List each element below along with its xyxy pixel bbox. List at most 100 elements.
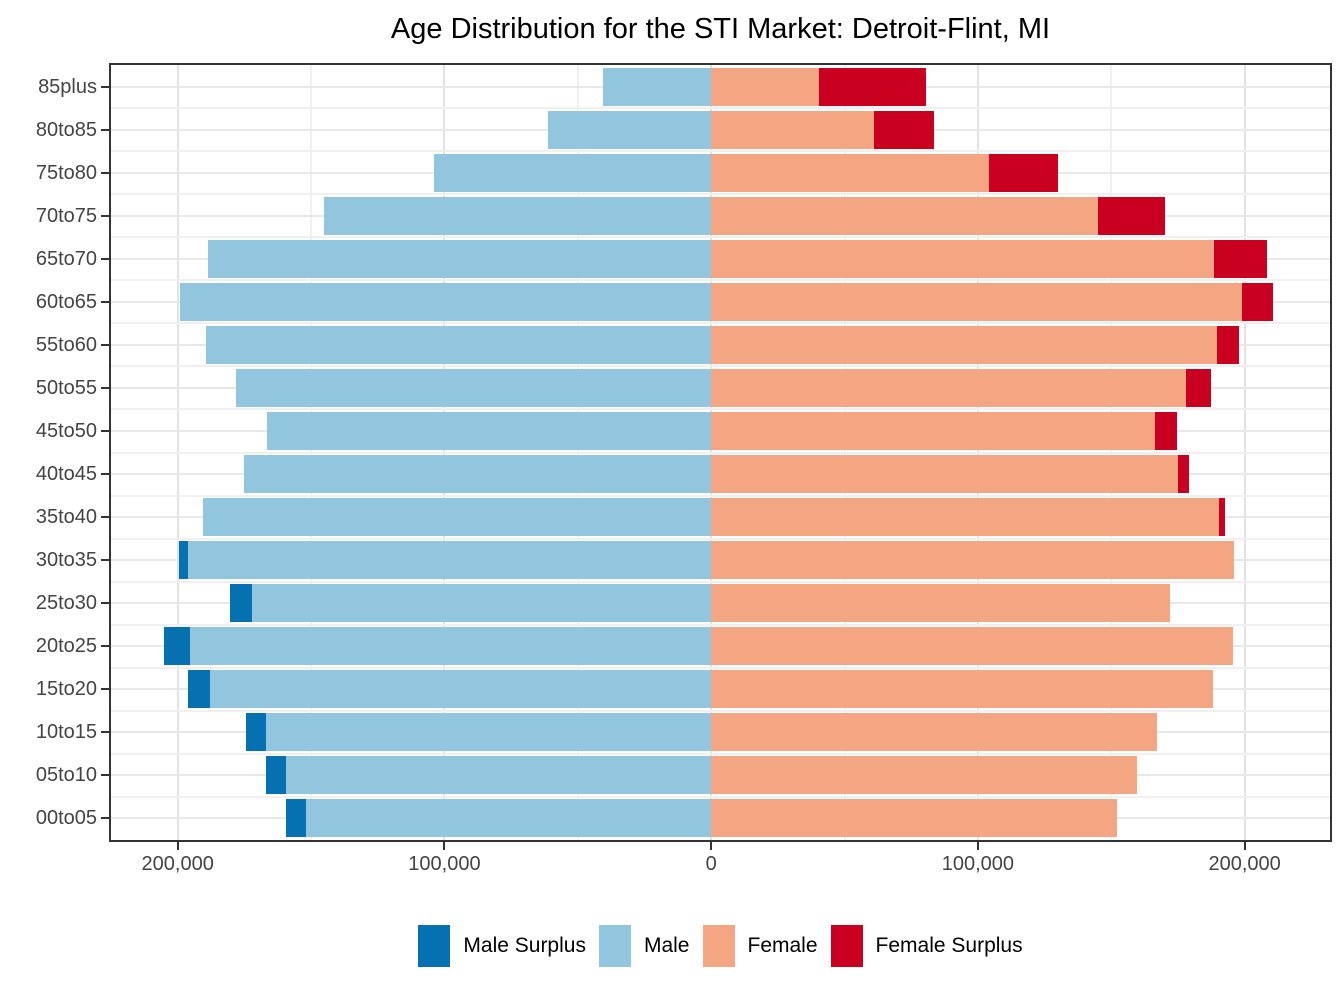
bar-male-surplus-25to30 [229,584,253,623]
bar-female-surplus-35to40 [1219,498,1225,537]
gridline-y-minor [111,365,1330,368]
gridline-y-minor [111,666,1330,669]
gridline-y-minor [111,795,1330,798]
y-axis-tick [101,171,109,174]
bar-male-70to75 [324,196,712,235]
bar-male-15to20 [209,670,712,709]
x-axis-tick [976,842,979,850]
y-axis-label: 35to40 [35,506,97,529]
bar-male-surplus-10to15 [245,713,266,752]
gridline-y-minor [111,709,1330,712]
legend-item-female: Female [702,925,818,967]
y-axis-label: 10to15 [35,721,97,744]
bar-female-25to30 [711,584,1170,623]
y-axis-label: 30to35 [35,549,97,572]
bar-female-surplus-65to70 [1213,239,1268,278]
legend-label-male: Male [643,934,690,957]
y-axis-tick [101,85,109,88]
bar-female-70to75 [711,196,1098,235]
gridline-y-minor [111,623,1330,626]
bar-male-55to60 [205,325,712,364]
y-axis-label: 00to05 [35,807,97,830]
legend-label-male_surplus: Male Surplus [463,934,586,957]
bar-female-00to05 [711,799,1117,838]
y-axis-tick [101,559,109,562]
plot-panel [111,65,1330,840]
gridline-y-minor [111,408,1330,411]
gridline-y-minor [111,580,1330,583]
bar-female-surplus-80to85 [873,110,934,149]
gridline-y-minor [111,322,1330,325]
bar-female-05to10 [711,756,1137,795]
y-axis-tick [101,731,109,734]
y-axis-tick [101,214,109,217]
bar-male-25to30 [252,584,712,623]
gridline-y-minor [111,107,1330,110]
bar-female-10to15 [711,713,1157,752]
y-axis-label: 65to70 [35,247,97,270]
y-axis-tick [101,128,109,131]
bar-female-50to55 [711,368,1186,407]
bar-female-20to25 [711,627,1233,666]
x-axis-label: 100,000 [941,853,1015,875]
bar-male-80to85 [548,110,712,149]
y-axis-label: 40to45 [35,463,97,486]
bar-female-55to60 [711,325,1217,364]
y-axis-label: 80to85 [35,118,97,141]
bar-male-10to15 [265,713,712,752]
y-axis-label: 75to80 [35,161,97,184]
bar-female-45to50 [711,411,1156,450]
bar-male-60to65 [180,282,712,321]
y-axis-label: 70to75 [35,204,97,227]
y-axis-tick [101,602,109,605]
gridline-y-minor [111,193,1330,196]
bar-female-surplus-75to80 [988,153,1058,192]
bar-male-surplus-15to20 [188,670,210,709]
bar-male-65to70 [208,239,712,278]
y-axis-tick [101,257,109,260]
x-axis-tick [1243,842,1246,850]
legend: Male Surplus Male Female Female Surplus [111,925,1330,967]
bar-male-30to35 [188,541,712,580]
x-axis-tick [443,842,446,850]
bar-male-surplus-05to10 [265,756,286,795]
y-axis-tick [101,774,109,777]
bar-male-surplus-30to35 [179,541,189,580]
gridline-y-minor [111,752,1330,755]
bar-female-15to20 [711,670,1213,709]
gridline-y-minor [111,150,1330,153]
bar-female-surplus-50to55 [1185,368,1212,407]
legend-item-male: Male [598,925,690,967]
bar-female-30to35 [711,541,1234,580]
bar-female-surplus-45to50 [1155,411,1177,450]
bar-female-surplus-85plus [819,67,926,106]
legend-label-female_surplus: Female Surplus [875,934,1023,957]
bar-male-surplus-00to05 [285,799,306,838]
y-axis-label: 55to60 [35,333,97,356]
y-axis-label: 15to20 [35,678,97,701]
y-axis-tick [101,817,109,820]
y-axis-label: 60to65 [35,290,97,313]
bar-male-surplus-20to25 [164,627,190,666]
bar-male-75to80 [433,153,712,192]
gridline-y-minor [111,537,1330,540]
x-axis-label: 200,000 [1208,853,1281,875]
bar-female-75to80 [711,153,989,192]
bar-male-00to05 [305,799,712,838]
y-axis-tick [101,473,109,476]
chart-title: Age Distribution for the STI Market: Det… [390,13,1051,45]
x-axis-label: 0 [705,853,717,875]
y-axis-label: 20to25 [35,635,97,658]
bar-female-40to45 [711,455,1178,494]
gridline-y-minor [111,451,1330,454]
legend-swatch-female [702,925,735,967]
bar-male-20to25 [189,627,712,666]
bar-female-surplus-60to65 [1241,282,1273,321]
y-axis-label: 05to10 [35,764,97,787]
y-axis-tick [101,386,109,389]
y-axis-label: 50to55 [35,376,97,399]
x-axis-tick [710,842,713,850]
bar-female-surplus-55to60 [1216,325,1240,364]
y-axis-tick [101,516,109,519]
